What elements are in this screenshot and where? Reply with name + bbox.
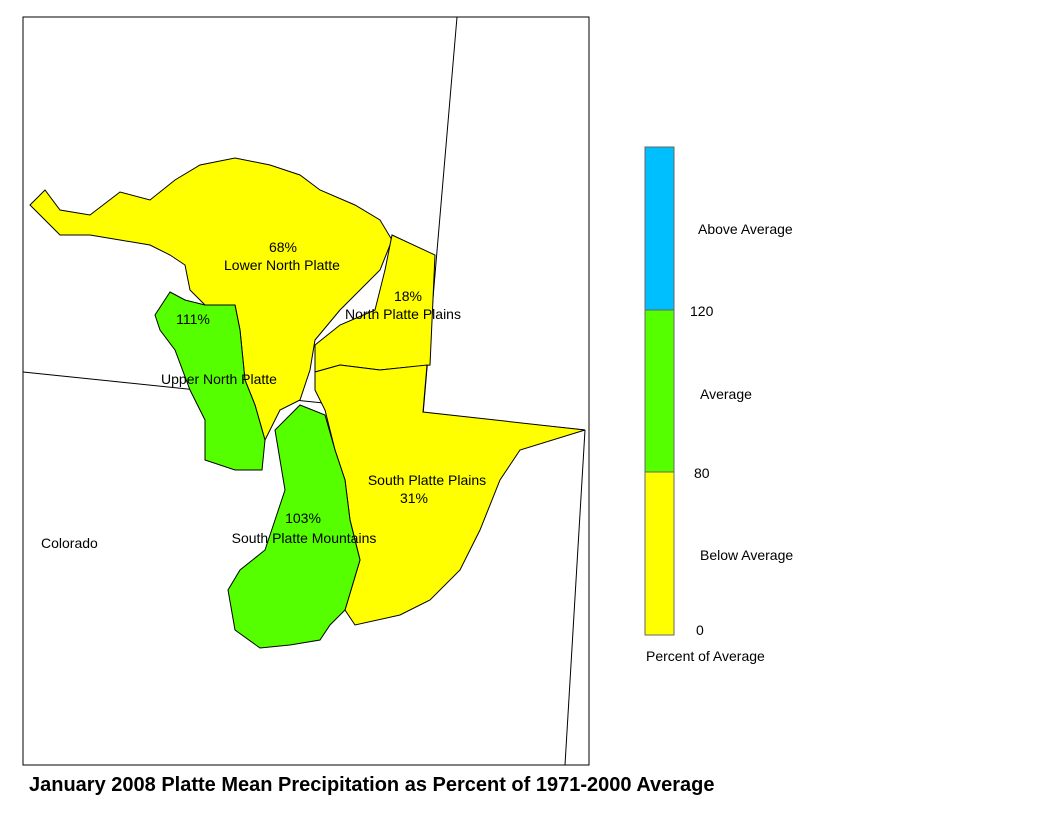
legend-swatch bbox=[644, 146, 675, 311]
region bbox=[29, 157, 393, 442]
state-label: Colorado bbox=[41, 535, 98, 551]
region bbox=[227, 404, 361, 649]
region-name: South Platte Plains bbox=[368, 472, 486, 488]
legend-swatch bbox=[644, 309, 675, 473]
legend-title: Percent of Average bbox=[646, 648, 765, 664]
legend-tick: 0 bbox=[696, 622, 704, 638]
region-name: Lower North Platte bbox=[224, 257, 340, 273]
region-name: North Platte Plains bbox=[345, 306, 461, 322]
region-value: 31% bbox=[400, 490, 428, 506]
legend-label: Average bbox=[700, 386, 752, 402]
region-value: 111% bbox=[176, 311, 210, 327]
state-boundary bbox=[564, 429, 586, 766]
legend-label: Above Average bbox=[698, 221, 793, 237]
region-name: South Platte Mountains bbox=[232, 530, 377, 546]
region bbox=[154, 291, 266, 471]
map-title: January 2008 Platte Mean Precipitation a… bbox=[29, 774, 715, 796]
region-name: Upper North Platte bbox=[161, 371, 277, 387]
region-value: 18% bbox=[394, 288, 422, 304]
legend-tick: 120 bbox=[690, 303, 714, 319]
legend-label: Below Average bbox=[700, 547, 793, 563]
region-value: 103% bbox=[285, 510, 321, 526]
map-frame bbox=[22, 16, 590, 766]
region-value: 68% bbox=[269, 239, 297, 255]
legend-swatch bbox=[644, 471, 675, 636]
legend-tick: 80 bbox=[694, 465, 710, 481]
